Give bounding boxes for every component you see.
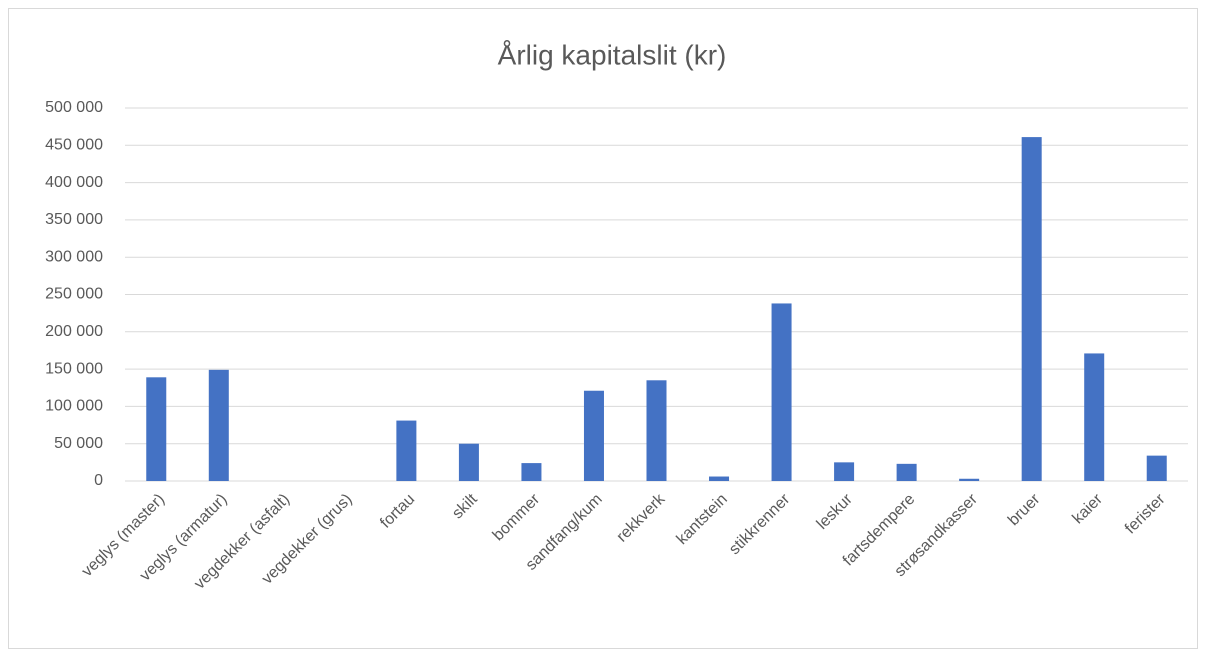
y-tick-label: 200 000 <box>45 323 103 340</box>
bar <box>146 377 167 481</box>
chart-title: Årlig kapitalslit (kr) <box>498 39 727 70</box>
chart-border <box>8 8 1198 649</box>
y-tick-label: 250 000 <box>45 286 103 303</box>
bar <box>521 463 542 481</box>
bar <box>396 420 417 481</box>
y-tick-label: 100 000 <box>45 398 103 415</box>
bar <box>959 478 980 481</box>
bar <box>771 303 792 481</box>
y-tick-label: 500 000 <box>45 99 103 116</box>
bar <box>1021 137 1042 481</box>
bar <box>583 390 604 481</box>
bar <box>709 476 730 481</box>
y-tick-label: 0 <box>94 472 103 489</box>
y-tick-label: 400 000 <box>45 174 103 191</box>
bar <box>458 443 479 481</box>
y-tick-label: 450 000 <box>45 137 103 154</box>
y-tick-label: 350 000 <box>45 211 103 228</box>
y-tick-label: 150 000 <box>45 360 103 377</box>
bar <box>646 380 667 481</box>
bar <box>896 463 917 481</box>
y-tick-label: 300 000 <box>45 248 103 265</box>
y-tick-label: 50 000 <box>54 435 103 452</box>
bar <box>208 369 229 481</box>
bar <box>834 462 855 481</box>
bar <box>1084 353 1105 481</box>
bar <box>1146 455 1167 481</box>
